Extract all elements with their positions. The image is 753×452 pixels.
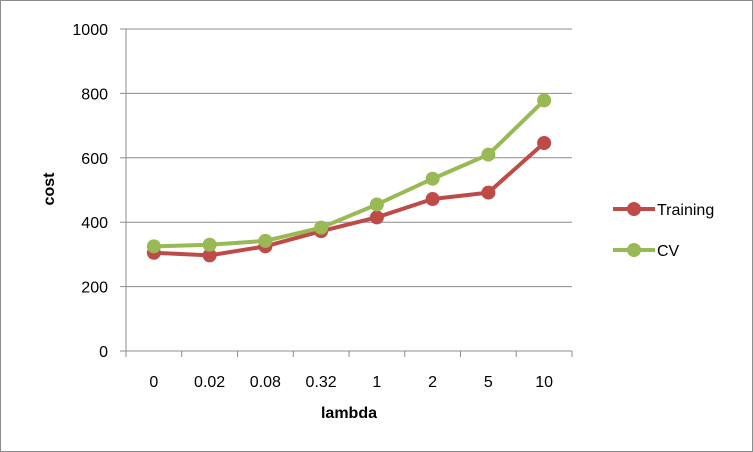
x-tick-label: 0.02: [194, 374, 225, 391]
data-point-cv: [146, 239, 161, 254]
legend-marker-cv: [627, 243, 641, 257]
series-lines: [146, 93, 552, 263]
x-tick-label: 0.08: [250, 374, 281, 391]
x-tick-label: 0.32: [306, 374, 337, 391]
y-tick-label: 1000: [72, 22, 108, 39]
legend-label-training: Training: [657, 202, 714, 219]
y-tick-label: 200: [81, 280, 108, 297]
x-axis-title: lambda: [321, 405, 377, 422]
y-tick-label: 600: [81, 151, 108, 168]
series-line-training: [151, 140, 547, 258]
data-point-cv: [202, 237, 217, 252]
gridlines: [126, 28, 572, 288]
x-tick-label: 2: [428, 374, 437, 391]
legend-marker-training: [627, 202, 641, 216]
data-point-cv: [369, 197, 384, 212]
data-point-training: [202, 248, 217, 263]
x-tick-label: 5: [484, 374, 493, 391]
y-tick-label: 0: [99, 344, 108, 361]
data-point-training: [425, 192, 440, 207]
x-tick-labels: 0 0.02 0.08 0.32 1 2 5 10: [149, 374, 553, 391]
y-tick-label: 400: [81, 215, 108, 232]
legend: Training CV: [613, 202, 714, 260]
legend-label-cv: CV: [657, 243, 680, 260]
x-tick-label: 10: [535, 374, 553, 391]
y-tick-labels: 0 200 400 600 800 1000: [72, 22, 108, 361]
data-point-training: [369, 210, 384, 225]
y-tick-label: 800: [81, 86, 108, 103]
data-point-training: [481, 185, 496, 200]
data-point-training: [537, 135, 552, 150]
data-point-cv: [314, 220, 329, 235]
data-point-cv: [481, 147, 496, 162]
axes: [120, 28, 573, 357]
data-point-cv: [258, 233, 273, 248]
y-axis-title: cost: [41, 172, 58, 206]
data-point-cv: [537, 93, 552, 108]
data-point-cv: [425, 171, 440, 186]
x-tick-label: 0: [149, 374, 158, 391]
x-tick-label: 1: [372, 374, 381, 391]
series-line-cv: [151, 98, 547, 249]
